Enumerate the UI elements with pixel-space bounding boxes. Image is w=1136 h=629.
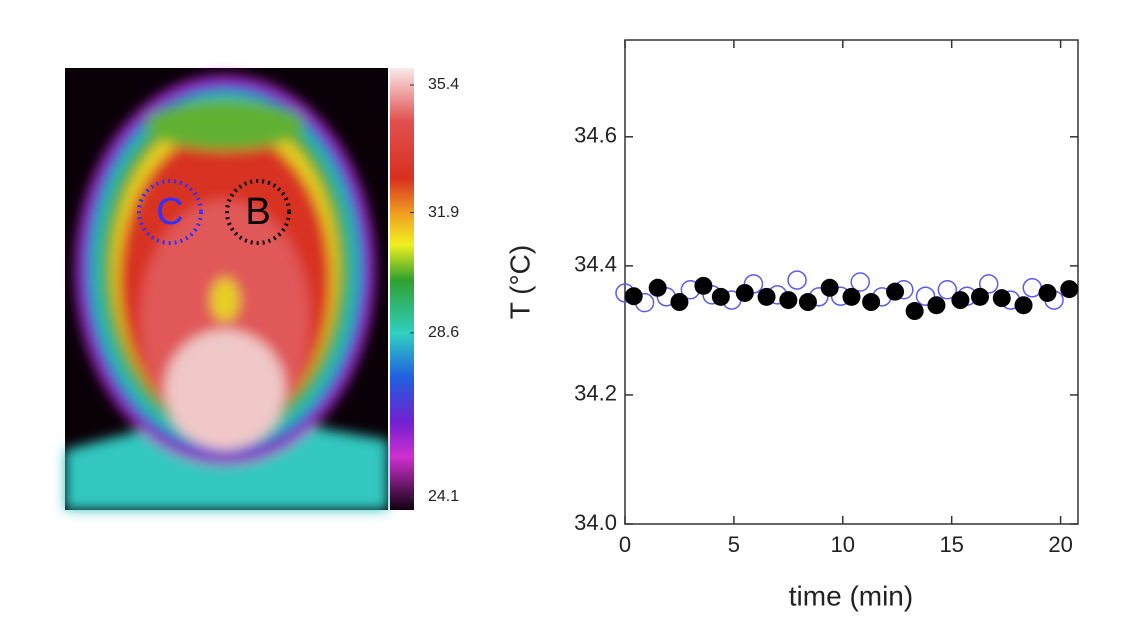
point xyxy=(1022,278,1043,298)
colorbar-tick-label: 28.6 xyxy=(428,324,459,341)
point xyxy=(1014,296,1033,315)
point xyxy=(937,279,958,300)
colorbar-tick-label: 35.4 xyxy=(428,76,459,93)
point xyxy=(992,289,1011,308)
x-tick-label: 15 xyxy=(939,532,963,557)
colorbar-tick-label: 31.9 xyxy=(428,204,459,221)
plot-frame xyxy=(624,39,1079,525)
y-tick-label: 34.0 xyxy=(574,510,617,535)
point xyxy=(1038,283,1057,302)
point xyxy=(915,286,936,306)
x-tick-label: 10 xyxy=(831,532,855,557)
y-tick-label: 34.2 xyxy=(574,381,617,406)
y-tick-label: 34.4 xyxy=(574,252,617,277)
point xyxy=(886,282,905,301)
point xyxy=(970,287,989,306)
point xyxy=(951,291,970,310)
point xyxy=(648,278,667,297)
x-tick-label: 20 xyxy=(1048,532,1072,557)
point xyxy=(735,283,754,302)
point xyxy=(779,291,798,310)
y-axis-label: T (°C) xyxy=(504,245,535,319)
point xyxy=(711,287,730,306)
point xyxy=(978,274,999,294)
point xyxy=(905,302,924,321)
x-tick-label: 0 xyxy=(619,532,631,557)
point xyxy=(670,293,689,312)
x-axis-label: time (min) xyxy=(789,580,913,611)
point xyxy=(820,278,839,297)
point xyxy=(1060,280,1079,299)
point xyxy=(787,270,807,290)
point xyxy=(798,293,817,312)
point xyxy=(694,276,713,295)
point xyxy=(927,296,946,315)
thermal-image: C B xyxy=(65,68,414,510)
point xyxy=(850,272,870,292)
region-label: B xyxy=(245,191,270,233)
point xyxy=(624,287,643,306)
point xyxy=(842,287,861,306)
colorbar-tick-label: 24.1 xyxy=(428,488,459,505)
region-label: C xyxy=(156,191,183,233)
point xyxy=(757,287,776,306)
point xyxy=(862,293,881,312)
x-tick-label: 5 xyxy=(728,532,740,557)
y-tick-label: 34.6 xyxy=(574,123,617,148)
